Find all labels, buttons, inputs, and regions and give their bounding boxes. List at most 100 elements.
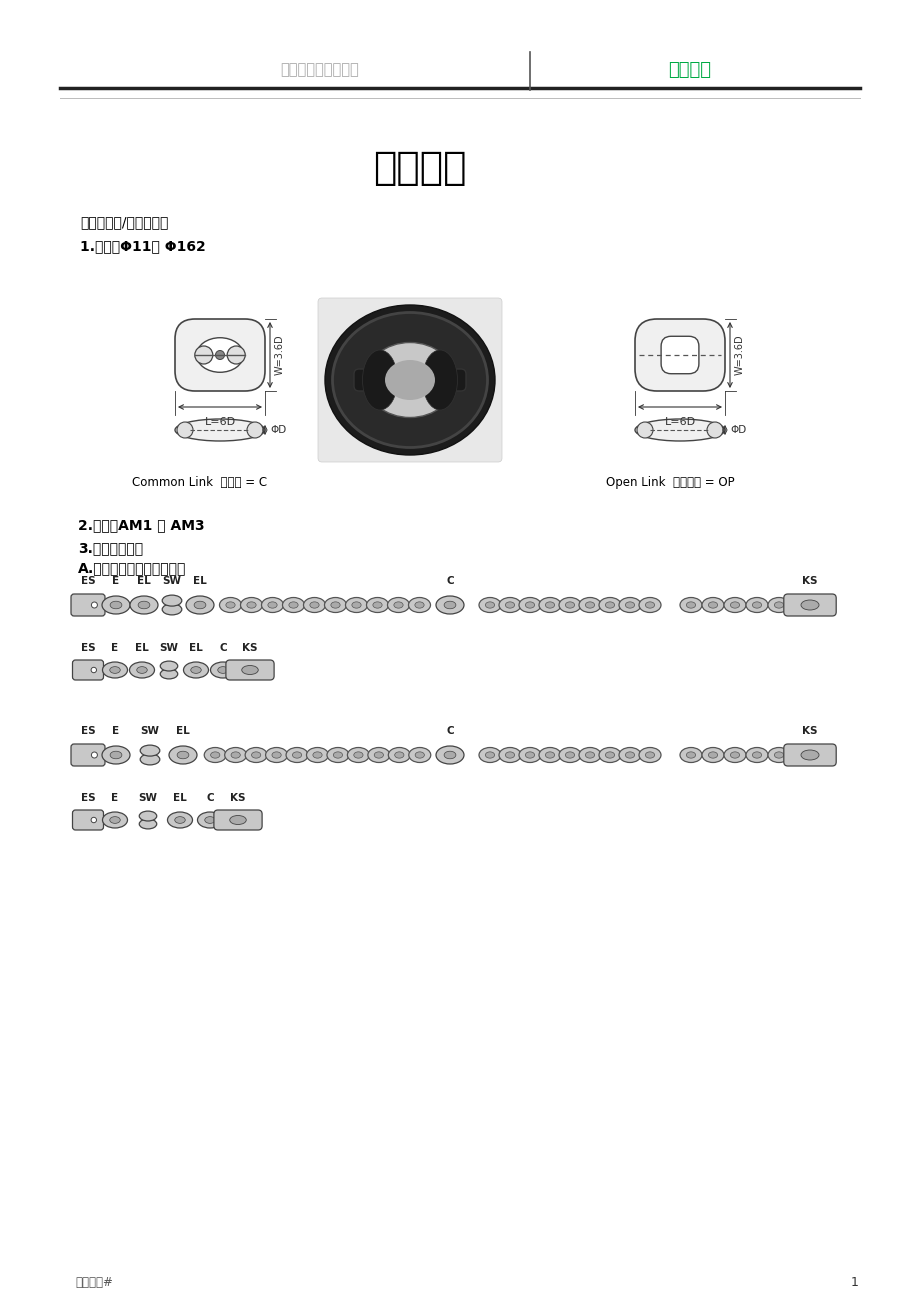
Text: 页眉页脚可一键删除: 页眉页脚可一键删除 [280,62,359,78]
Ellipse shape [186,596,214,615]
Ellipse shape [231,751,240,758]
Ellipse shape [479,598,501,612]
Text: ES: ES [81,575,96,586]
Ellipse shape [372,602,381,608]
Ellipse shape [160,669,177,678]
Ellipse shape [272,751,281,758]
Ellipse shape [565,602,574,608]
Ellipse shape [331,602,340,608]
Ellipse shape [414,751,424,758]
Ellipse shape [584,602,594,608]
Ellipse shape [387,598,409,612]
Ellipse shape [800,600,818,611]
Text: L=6D: L=6D [204,417,235,427]
Circle shape [91,602,97,608]
Ellipse shape [162,595,182,607]
Ellipse shape [109,667,120,673]
Ellipse shape [605,751,614,758]
Circle shape [195,346,212,365]
Ellipse shape [251,751,260,758]
Ellipse shape [485,602,494,608]
Ellipse shape [565,751,574,758]
Circle shape [91,668,96,673]
Ellipse shape [745,747,767,763]
Ellipse shape [140,745,160,756]
Ellipse shape [194,602,206,609]
Ellipse shape [102,661,128,678]
Ellipse shape [767,598,789,612]
Text: SW: SW [163,575,181,586]
Ellipse shape [774,751,783,758]
Ellipse shape [261,598,283,612]
Ellipse shape [130,661,154,678]
Ellipse shape [625,751,634,758]
Text: A.肯特式连接链环连接形式: A.肯特式连接链环连接形式 [78,561,187,575]
Ellipse shape [362,350,397,410]
Ellipse shape [625,602,634,608]
Ellipse shape [102,746,130,764]
Text: L=6D: L=6D [664,417,695,427]
Text: E: E [112,575,119,586]
Ellipse shape [701,747,723,763]
Ellipse shape [190,667,201,673]
Ellipse shape [218,667,228,673]
Ellipse shape [485,751,494,758]
Ellipse shape [408,598,430,612]
Ellipse shape [525,751,534,758]
Ellipse shape [388,747,410,763]
FancyBboxPatch shape [71,743,105,766]
Text: KS: KS [801,575,817,586]
Text: Open Link  （规格） = OP: Open Link （规格） = OP [605,477,733,490]
Text: EL: EL [176,727,189,736]
Ellipse shape [220,598,241,612]
Ellipse shape [306,747,328,763]
Ellipse shape [408,747,430,763]
Ellipse shape [498,747,520,763]
Text: 2.级别：AM1 ～ AM3: 2.级别：AM1 ～ AM3 [78,518,204,533]
Text: （有档锚链/无档锚链）: （有档锚链/无档锚链） [80,215,168,229]
Ellipse shape [525,602,534,608]
Text: EL: EL [135,643,149,654]
Ellipse shape [266,747,288,763]
Ellipse shape [310,602,319,608]
Ellipse shape [130,596,158,615]
Ellipse shape [354,751,363,758]
Ellipse shape [162,604,182,615]
Ellipse shape [282,598,304,612]
Text: 互联网类#: 互联网类# [75,1276,113,1289]
Text: KS: KS [242,643,257,654]
Ellipse shape [701,598,723,612]
Text: SW: SW [141,727,159,736]
Ellipse shape [518,598,540,612]
Ellipse shape [518,747,540,763]
Text: Common Link  （标） = C: Common Link （标） = C [132,477,267,490]
Ellipse shape [444,751,456,759]
Ellipse shape [479,747,501,763]
Ellipse shape [109,816,120,823]
Text: EL: EL [189,643,203,654]
Ellipse shape [708,602,717,608]
Ellipse shape [351,602,361,608]
Ellipse shape [384,359,435,400]
Ellipse shape [730,602,739,608]
Ellipse shape [197,337,244,372]
FancyBboxPatch shape [226,660,274,680]
Ellipse shape [559,747,581,763]
Ellipse shape [167,812,192,828]
Ellipse shape [210,751,220,758]
Ellipse shape [767,747,789,763]
FancyBboxPatch shape [318,298,502,462]
Ellipse shape [686,751,695,758]
Circle shape [636,422,652,437]
Ellipse shape [366,598,388,612]
Text: C: C [206,793,213,803]
FancyBboxPatch shape [73,810,103,829]
Text: 1.规格：Φ11～ Φ162: 1.规格：Φ11～ Φ162 [80,240,206,253]
Ellipse shape [539,598,561,612]
Text: SW: SW [139,793,157,803]
Ellipse shape [444,602,456,609]
Ellipse shape [177,751,188,759]
Ellipse shape [414,602,424,608]
Ellipse shape [505,751,514,758]
Circle shape [706,422,722,437]
